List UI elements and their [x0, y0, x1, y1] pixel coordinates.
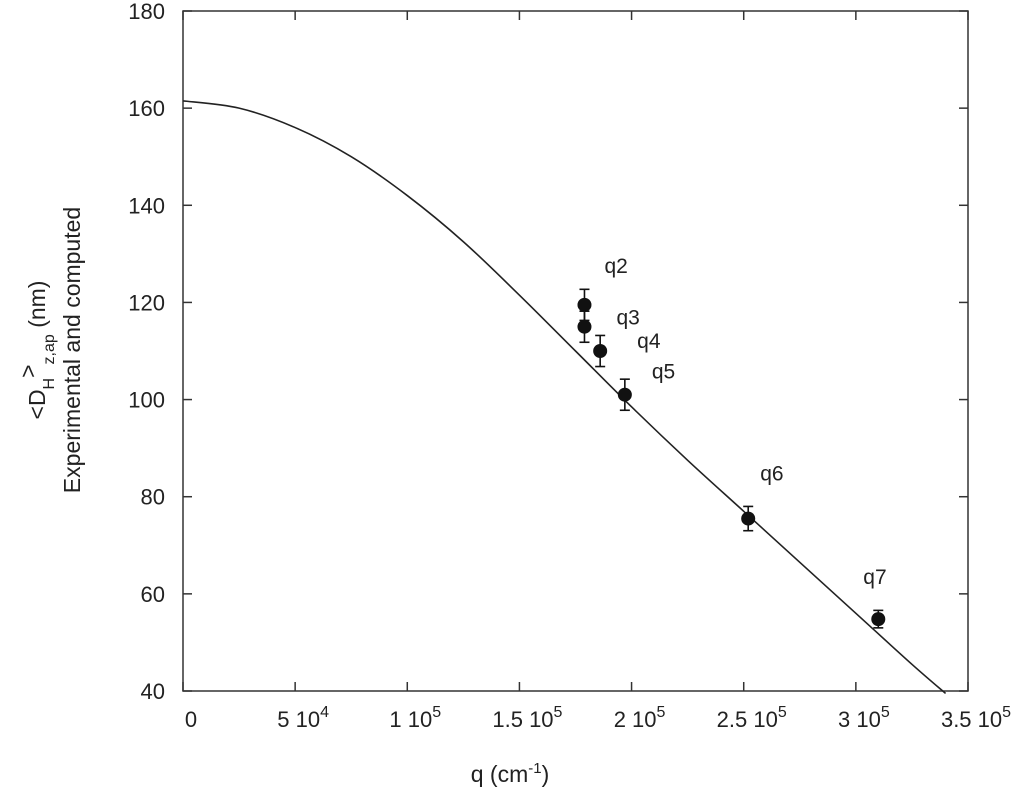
y-tick-label-3: 100 — [128, 388, 165, 413]
y-tick-label-4: 120 — [128, 290, 165, 315]
y-axis-ticks: 40 60 80 100 120 140 160 180 — [128, 0, 968, 704]
x-tick-label-5: 2.5 105 — [717, 704, 787, 732]
x-axis-ticks: 0 5 104 1 105 1.5 105 2 105 2.5 105 3 105 3.5 1… — [182, 11, 1011, 732]
data-point-q4 — [593, 344, 608, 358]
y-tick-label-1: 60 — [141, 582, 165, 607]
x-tick-label-2: 1 105 — [389, 704, 441, 732]
y-tick-label-0: 40 — [141, 679, 165, 704]
y-axis-label: <DH>z,ap (nm) Experimental and computed — [15, 207, 85, 493]
x-tick-label-1: 5 104 — [277, 704, 329, 732]
x-tick-label-7: 3.5 105 — [941, 704, 1011, 732]
plot-frame — [182, 10, 969, 692]
point-label-q4: q4 — [637, 330, 661, 353]
computed-curve — [182, 100, 947, 695]
data-point-q7 — [871, 612, 886, 627]
data-point-q5 — [617, 387, 632, 402]
point-label-q7: q7 — [863, 566, 886, 589]
y-tick-label-2: 80 — [141, 485, 165, 510]
y-axis-label-line1: <DH>z,ap (nm) — [15, 281, 58, 420]
point-label-q5: q5 — [652, 361, 675, 384]
data-point-q3 — [577, 319, 592, 334]
y-tick-label-7: 180 — [128, 0, 165, 24]
point-label-q6: q6 — [760, 463, 783, 486]
x-axis-label: q (cm-1) — [471, 760, 550, 787]
data-point-q6 — [741, 511, 756, 526]
y-axis-label-line2: Experimental and computed — [59, 207, 85, 493]
data-point-q2 — [577, 297, 592, 312]
x-tick-label-4: 2 105 — [614, 704, 666, 732]
point-label-q3: q3 — [616, 307, 639, 330]
x-tick-label-6: 3 105 — [838, 704, 890, 732]
x-tick-label-0: 0 — [185, 707, 197, 732]
point-label-q2: q2 — [604, 255, 627, 278]
x-tick-label-3: 1.5 105 — [492, 704, 562, 732]
y-tick-label-5: 140 — [128, 193, 165, 218]
y-tick-label-6: 160 — [128, 96, 165, 121]
